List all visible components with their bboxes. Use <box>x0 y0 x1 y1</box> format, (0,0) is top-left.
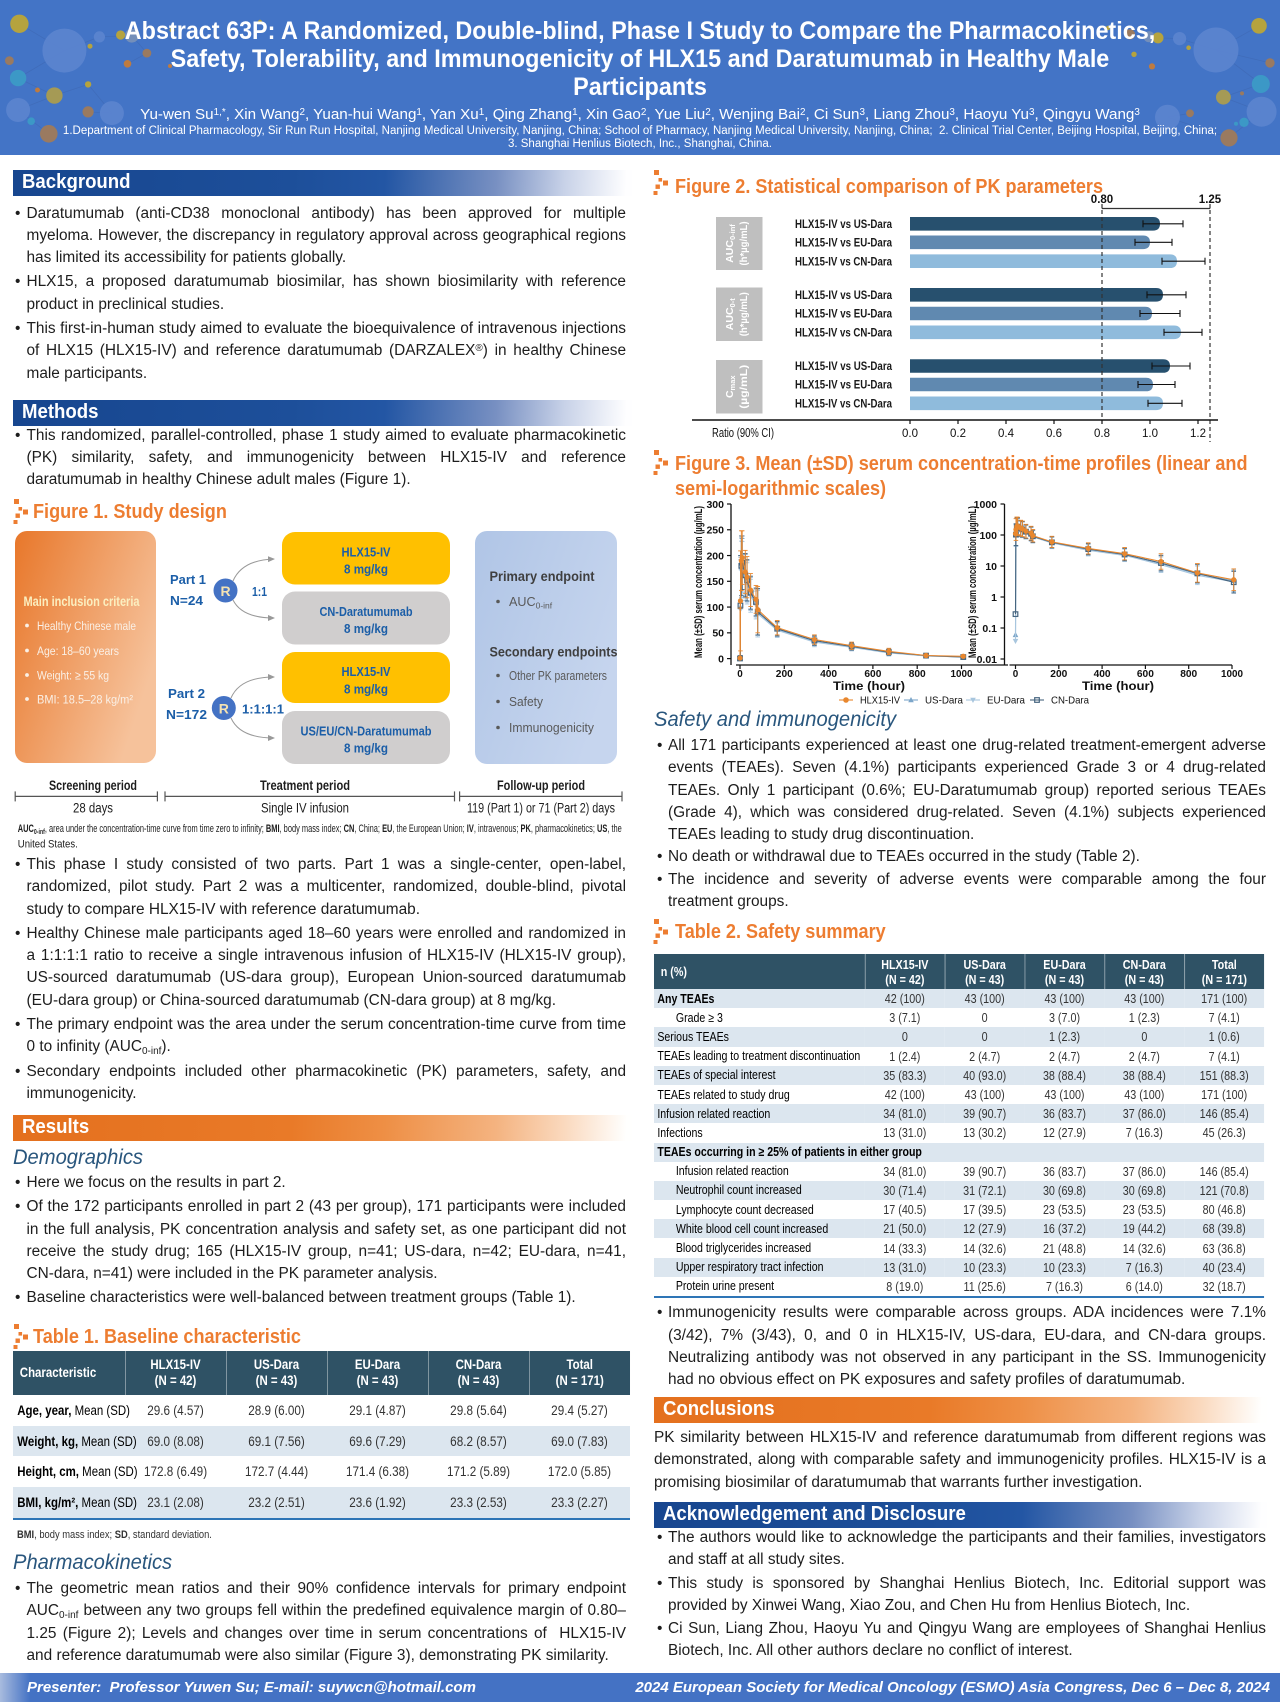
svg-text:Time (hour): Time (hour) <box>833 679 905 693</box>
svg-text:50: 50 <box>712 628 724 640</box>
svg-text:N=24: N=24 <box>170 593 204 608</box>
svg-text:(h*µg/mL): (h*µg/mL) <box>738 222 750 266</box>
svg-text:0.01: 0.01 <box>977 654 998 666</box>
svg-text:10: 10 <box>985 561 997 573</box>
svg-text:100: 100 <box>706 602 724 614</box>
svg-text:1:1: 1:1 <box>252 584 267 599</box>
svg-text:US-Dara: US-Dara <box>925 696 963 707</box>
svg-text:CN-Daratumumab: CN-Daratumumab <box>320 604 413 619</box>
svg-text:1.0: 1.0 <box>1142 426 1158 440</box>
svg-text:Cmax: Cmax <box>724 375 737 398</box>
svg-text:HLX15-IV: HLX15-IV <box>860 696 900 707</box>
svg-text:600: 600 <box>1137 669 1154 680</box>
svg-text:0: 0 <box>737 669 743 680</box>
svg-text:R: R <box>219 701 229 717</box>
svg-text:Safety: Safety <box>509 695 544 709</box>
svg-text:Follow-up period: Follow-up period <box>497 778 585 793</box>
svg-text:Secondary endpoints: Secondary endpoints <box>490 645 618 660</box>
svg-text:HLX15-IV vs US-Dara: HLX15-IV vs US-Dara <box>795 288 892 302</box>
svg-text:Weight: ≥ 55 kg: Weight: ≥ 55 kg <box>37 669 109 683</box>
svg-text:800: 800 <box>1180 669 1197 680</box>
svg-text:200: 200 <box>1050 669 1067 680</box>
svg-text:Age: 18–60 years: Age: 18–60 years <box>37 644 119 658</box>
svg-text:100: 100 <box>979 530 997 542</box>
svg-text:1.25: 1.25 <box>1199 194 1222 206</box>
svg-text:BMI: 18.5–28 kg/m²: BMI: 18.5–28 kg/m² <box>37 693 133 707</box>
svg-text:Part 1: Part 1 <box>170 572 206 587</box>
svg-text:1.2: 1.2 <box>1190 426 1206 440</box>
svg-text:1000: 1000 <box>951 669 973 680</box>
svg-text:Mean (±SD) serum concentration: Mean (±SD) serum concentration (µg/mL) <box>967 506 979 658</box>
svg-text:8 mg/kg: 8 mg/kg <box>344 741 388 756</box>
svg-text:US/EU/CN-Daratumumab: US/EU/CN-Daratumumab <box>301 724 432 739</box>
svg-text:United States.: United States. <box>18 839 78 851</box>
svg-text:HLX15-IV vs CN-Dara: HLX15-IV vs CN-Dara <box>795 326 892 340</box>
svg-text:Single IV infusion: Single IV infusion <box>261 801 349 816</box>
svg-text:Ratio (90% CI): Ratio (90% CI) <box>712 426 774 440</box>
svg-text:8 mg/kg: 8 mg/kg <box>344 562 388 577</box>
svg-text:Healthy Chinese male: Healthy Chinese male <box>37 619 136 633</box>
svg-text:AUC0-inf, area under the conce: AUC0-inf, area under the concentration-t… <box>18 823 622 836</box>
svg-text:0.6: 0.6 <box>1046 426 1062 440</box>
svg-text:(µg/mL): (µg/mL) <box>738 365 750 409</box>
svg-text:0.0: 0.0 <box>902 426 918 440</box>
svg-text:300: 300 <box>706 499 724 511</box>
svg-text:Other PK parameters: Other PK parameters <box>509 669 607 683</box>
svg-text:0.4: 0.4 <box>998 426 1014 440</box>
svg-text:0.1: 0.1 <box>982 623 997 635</box>
svg-text:Screening period: Screening period <box>49 778 137 793</box>
svg-text:600: 600 <box>864 669 881 680</box>
svg-text:R: R <box>220 583 230 599</box>
svg-text:Part 2: Part 2 <box>168 686 205 701</box>
svg-text:EU-Dara: EU-Dara <box>987 696 1025 707</box>
svg-text:119 (Part 1) or 71 (Part 2) da: 119 (Part 1) or 71 (Part 2) days <box>467 801 615 816</box>
svg-text:Main inclusion criteria: Main inclusion criteria <box>24 594 140 609</box>
svg-text:Primary endpoint: Primary endpoint <box>490 569 595 584</box>
svg-text:1000: 1000 <box>974 499 998 511</box>
svg-text:Immunogenicity: Immunogenicity <box>509 721 595 735</box>
svg-text:400: 400 <box>1094 669 1111 680</box>
svg-text:Treatment period: Treatment period <box>260 778 350 793</box>
svg-text:1:1:1:1: 1:1:1:1 <box>242 702 284 717</box>
svg-text:AUC0-inf: AUC0-inf <box>724 224 737 263</box>
svg-text:0: 0 <box>718 653 724 665</box>
svg-text:HLX15-IV: HLX15-IV <box>342 664 391 679</box>
svg-text:HLX15-IV vs EU-Dara: HLX15-IV vs EU-Dara <box>795 378 892 392</box>
svg-text:28 days: 28 days <box>73 801 113 816</box>
svg-text:HLX15-IV: HLX15-IV <box>342 545 391 560</box>
svg-text:HLX15-IV vs CN-Dara: HLX15-IV vs CN-Dara <box>795 397 892 411</box>
svg-text:HLX15-IV vs US-Dara: HLX15-IV vs US-Dara <box>795 217 892 231</box>
svg-text:150: 150 <box>706 576 724 588</box>
svg-text:250: 250 <box>706 525 724 537</box>
svg-text:1: 1 <box>991 592 997 604</box>
svg-text:N=172: N=172 <box>166 707 207 722</box>
svg-text:(h*µg/mL): (h*µg/mL) <box>738 292 750 336</box>
svg-text:0.80: 0.80 <box>1091 194 1113 206</box>
svg-text:Time (hour): Time (hour) <box>1082 679 1154 693</box>
svg-text:200: 200 <box>776 669 793 680</box>
svg-text:0.2: 0.2 <box>950 426 966 440</box>
svg-text:HLX15-IV vs CN-Dara: HLX15-IV vs CN-Dara <box>795 254 892 268</box>
svg-text:800: 800 <box>909 669 926 680</box>
svg-text:0.8: 0.8 <box>1094 426 1110 440</box>
svg-text:CN-Dara: CN-Dara <box>1051 696 1089 707</box>
svg-text:Mean (±SD) serum concentration: Mean (±SD) serum concentration (µg/mL) <box>693 506 705 658</box>
svg-text:0: 0 <box>1013 669 1019 680</box>
svg-text:8 mg/kg: 8 mg/kg <box>344 682 388 697</box>
svg-text:HLX15-IV vs US-Dara: HLX15-IV vs US-Dara <box>795 359 892 373</box>
svg-text:HLX15-IV vs EU-Dara: HLX15-IV vs EU-Dara <box>795 307 892 321</box>
svg-text:AUC0-t: AUC0-t <box>724 298 737 330</box>
svg-text:400: 400 <box>820 669 837 680</box>
svg-text:200: 200 <box>706 550 724 562</box>
svg-text:HLX15-IV vs EU-Dara: HLX15-IV vs EU-Dara <box>795 236 892 250</box>
svg-text:1000: 1000 <box>1221 669 1243 680</box>
svg-text:8 mg/kg: 8 mg/kg <box>344 621 388 636</box>
